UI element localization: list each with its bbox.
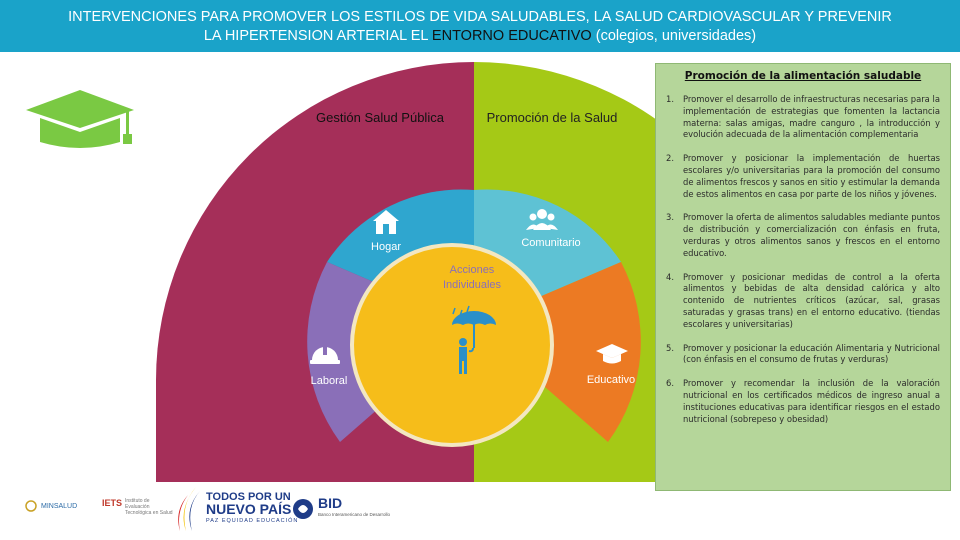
np-line-3: PAZ EQUIDAD EDUCACIÓN <box>206 518 299 524</box>
item-text: Promover la oferta de alimentos saludabl… <box>683 212 940 258</box>
interventions-list: 1. Promover el desarrollo de infraestruct… <box>666 94 940 425</box>
bid-name: BID <box>318 495 343 511</box>
nuevo-pais-text: TODOS POR UN NUEVO PAÍS PAZ EQUIDAD EDUC… <box>206 491 298 527</box>
item-number: 1. <box>666 94 674 104</box>
item-text: Promover y posicionar la educación Alime… <box>683 342 940 365</box>
footer-logos: MINSALUD IETS Instituto de Evaluación Te… <box>0 482 650 540</box>
list-item: 1. Promover el desarrollo de infraestruct… <box>666 94 940 141</box>
graduation-cap-icon <box>26 90 134 148</box>
person-umbrella-icon <box>452 305 496 374</box>
slide-title: INTERVENCIONES PARA PROMOVER LOS ESTILOS… <box>0 0 960 52</box>
bid-subtitle: Banco Interamericano de Desarrollo <box>318 512 391 517</box>
comunitario-label: Comunitario <box>521 237 580 249</box>
educativo-segment <box>474 262 641 442</box>
item-text: Promover y posicionar medidas de control… <box>683 271 940 329</box>
item-text: Promover y posicionar la implementación … <box>683 153 940 199</box>
item-number: 2. <box>666 153 674 164</box>
nuevo-pais-swoosh-icon <box>178 487 200 531</box>
bid-text: BID Banco Interamericano de Desarrollo <box>318 495 391 521</box>
item-number: 3. <box>666 212 674 223</box>
title-highlight: ENTORNO EDUCATIVO <box>431 28 592 44</box>
hardhat-icon <box>310 347 340 364</box>
np-line-2: NUEVO PAÍS <box>206 501 292 517</box>
educativo-label: Educativo <box>587 374 635 386</box>
title-line-2-post: (colegios, universidades) <box>591 28 757 44</box>
np-line-1: TODOS POR UN <box>206 491 291 503</box>
iets-subtitle: Instituto de Evaluación Tecnológica en S… <box>125 498 173 516</box>
item-number: 4. <box>666 271 674 282</box>
promocion-label: Promoción de la Salud <box>487 110 618 125</box>
bid-globe-icon <box>293 499 313 519</box>
item-number: 5. <box>666 342 674 353</box>
nuevo-pais-logo: TODOS POR UN NUEVO PAÍS PAZ EQUIDAD EDUC… <box>176 485 298 533</box>
school-cap-icon <box>596 344 628 364</box>
list-item: 3. Promover la oferta de alimentos saluda… <box>666 212 940 259</box>
iets-logo: IETS Instituto de Evaluación Tecnológica… <box>102 498 175 516</box>
item-number: 6. <box>666 378 674 389</box>
gestion-label: Gestión Salud Pública <box>316 110 445 125</box>
list-item: 4. Promover y posicionar medidas de contr… <box>666 272 940 331</box>
minsalud-logo: MINSALUD <box>25 500 77 512</box>
title-line-2-pre: LA HIPERTENSION ARTERIAL EL <box>203 28 432 44</box>
acciones-individuales-circle <box>350 243 554 447</box>
center-label-2: Individuales <box>443 279 502 291</box>
people-icon <box>526 209 558 230</box>
title-line-1: INTERVENCIONES PARA PROMOVER LOS ESTILOS… <box>68 9 892 25</box>
list-item: 5. Promover y posicionar la educación Ali… <box>666 343 940 367</box>
panel-title: Promoción de la alimentación saludable <box>684 70 922 82</box>
center-label-1: Acciones <box>450 264 495 276</box>
hogar-label: Hogar <box>371 241 401 253</box>
laboral-label: Laboral <box>311 375 348 387</box>
list-item: 2. Promover y posicionar la implementació… <box>666 153 940 200</box>
item-text: Promover el desarrollo de infraestructur… <box>683 94 940 140</box>
minsalud-text: MINSALUD <box>41 502 78 510</box>
list-item: 6. Promover y recomendar la inclusión de … <box>666 378 940 425</box>
item-text: Promover y recomendar la inclusión de la… <box>683 378 940 424</box>
title-line-2: LA HIPERTENSION ARTERIAL EL ENTORNO EDUC… <box>0 27 960 46</box>
bid-logo: BID Banco Interamericano de Desarrollo <box>292 495 391 521</box>
minsalud-seal-icon <box>25 500 37 512</box>
iets-text: IETS <box>102 498 123 508</box>
alimentacion-saludable-panel: Promoción de la alimentación saludable 1… <box>655 63 951 491</box>
house-icon <box>373 210 399 234</box>
